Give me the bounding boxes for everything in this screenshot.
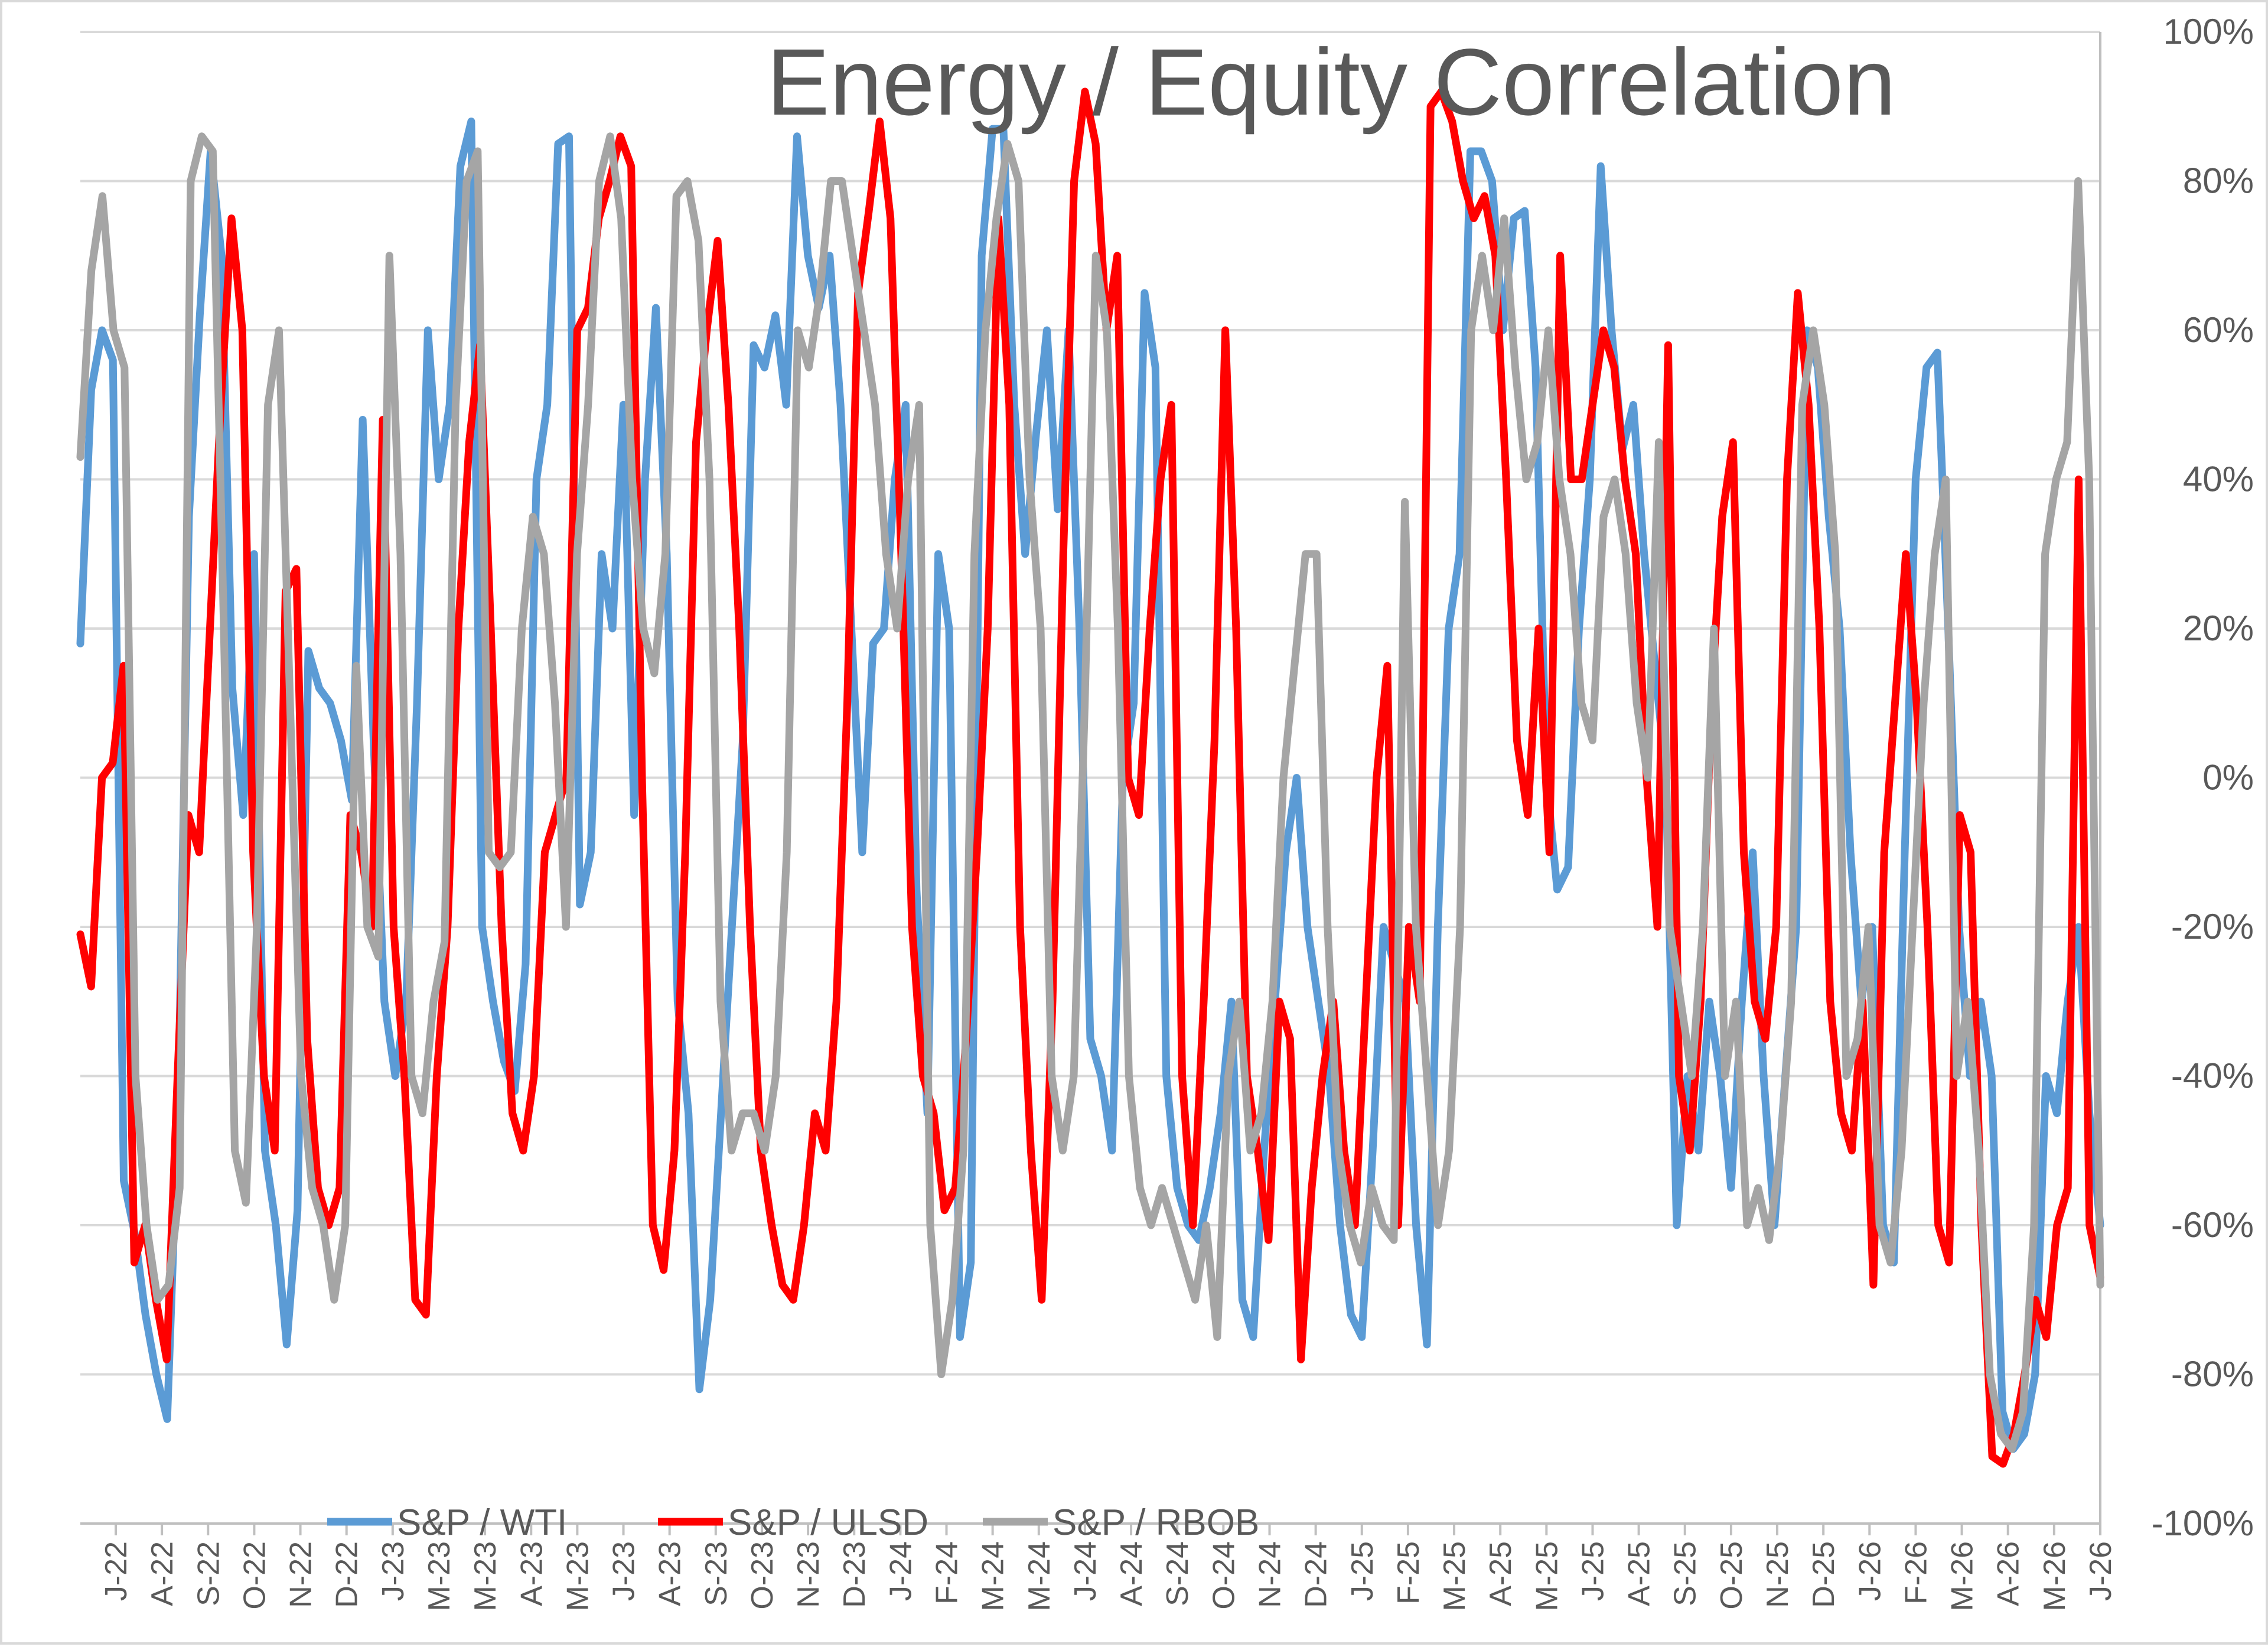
y-tick-label: 60% [2183, 310, 2254, 350]
series-line [76, 132, 2104, 1453]
y-tick-label: -60% [2171, 1205, 2254, 1245]
x-tick-label: F-25 [1392, 1541, 1426, 1604]
y-tick-label: 20% [2183, 608, 2254, 648]
x-tick-label: F-26 [1899, 1541, 1933, 1604]
x-tick-label: A-22 [145, 1541, 180, 1606]
y-tick-label: -40% [2171, 1056, 2254, 1096]
x-tick-label: M-24 [1022, 1541, 1057, 1611]
x-tick-label: A-25 [1622, 1541, 1657, 1606]
series-line [76, 87, 2104, 1468]
x-tick-label: S-24 [1161, 1541, 1195, 1606]
x-tick-label: J-23 [607, 1541, 641, 1601]
x-tick-label: D-23 [838, 1541, 872, 1608]
y-tick-label: 0% [2202, 758, 2254, 798]
chart-title: Energy / Equity Correlation [767, 29, 1896, 135]
legend-label: S&P / RBOB [1052, 1502, 1259, 1543]
y-tick-label: 80% [2183, 161, 2254, 201]
x-tick-label: M-25 [1530, 1541, 1564, 1611]
x-tick-label: M-23 [422, 1541, 457, 1611]
x-tick-label: O-25 [1715, 1541, 1749, 1610]
y-tick-label: -20% [2171, 907, 2254, 946]
x-tick-label: J-23 [376, 1541, 410, 1601]
x-tick-label: D-24 [1299, 1541, 1334, 1608]
x-tick-label: D-25 [1807, 1541, 1841, 1608]
x-axis-tick-labels: J-22 A-22 S-22 O-22 N-22 D-22 J-23 M-23 M-23 A-23… [99, 1541, 2118, 1611]
x-tick-label: J-26 [2084, 1541, 2118, 1601]
legend: S&P / WTI S&P / ULSD S&P / RBOB [327, 1502, 1259, 1543]
legend-label: S&P / WTI [397, 1502, 567, 1543]
x-tick-label: M-26 [1946, 1541, 1980, 1611]
y-tick-label: 100% [2163, 12, 2254, 51]
x-tick-label: M-26 [2038, 1541, 2072, 1611]
legend-label: S&P / ULSD [728, 1502, 928, 1543]
series-line [76, 118, 2104, 1453]
x-tick-label: A-23 [514, 1541, 549, 1606]
x-tick-label: A-23 [653, 1541, 687, 1606]
y-axis-tick-labels: 100% 80% 60% 40% 20% 0% -20% -40% -60% -80% -100% [2152, 12, 2254, 1543]
x-tick-label: A-25 [1484, 1541, 1518, 1606]
x-tick-label: M-23 [468, 1541, 503, 1611]
y-tick-label: 40% [2183, 460, 2254, 499]
y-tick-label: -80% [2171, 1355, 2254, 1394]
x-tick-label: J-25 [1576, 1541, 1610, 1601]
x-tick-label: A-26 [1992, 1541, 2026, 1606]
x-tick-label: S-23 [699, 1541, 734, 1606]
x-tick-label: J-24 [884, 1541, 918, 1601]
x-tick-label: J-22 [99, 1541, 133, 1601]
x-tick-label: O-24 [1207, 1541, 1241, 1610]
y-tick-label: -100% [2152, 1503, 2254, 1543]
x-tick-label: S-22 [191, 1541, 226, 1606]
series-lines [76, 87, 2104, 1468]
x-tick-label: N-25 [1761, 1541, 1795, 1608]
x-tick-label: S-25 [1669, 1541, 1703, 1606]
x-tick-label: N-23 [791, 1541, 826, 1608]
x-tick-label: A-24 [1115, 1541, 1149, 1606]
x-tick-label: J-26 [1853, 1541, 1887, 1601]
x-tick-label: M-24 [976, 1541, 1011, 1611]
x-tick-label: M-25 [1438, 1541, 1472, 1611]
x-tick-label: O-23 [745, 1541, 780, 1610]
x-tick-label: O-22 [237, 1541, 272, 1610]
x-tick-label: N-24 [1253, 1541, 1287, 1608]
x-tick-label: J-25 [1345, 1541, 1380, 1601]
x-tick-label: D-22 [330, 1541, 364, 1608]
x-tick-label: F-24 [930, 1541, 964, 1604]
x-tick-label: M-23 [561, 1541, 595, 1611]
x-tick-label: J-24 [1068, 1541, 1103, 1601]
x-tick-label: N-22 [284, 1541, 318, 1608]
